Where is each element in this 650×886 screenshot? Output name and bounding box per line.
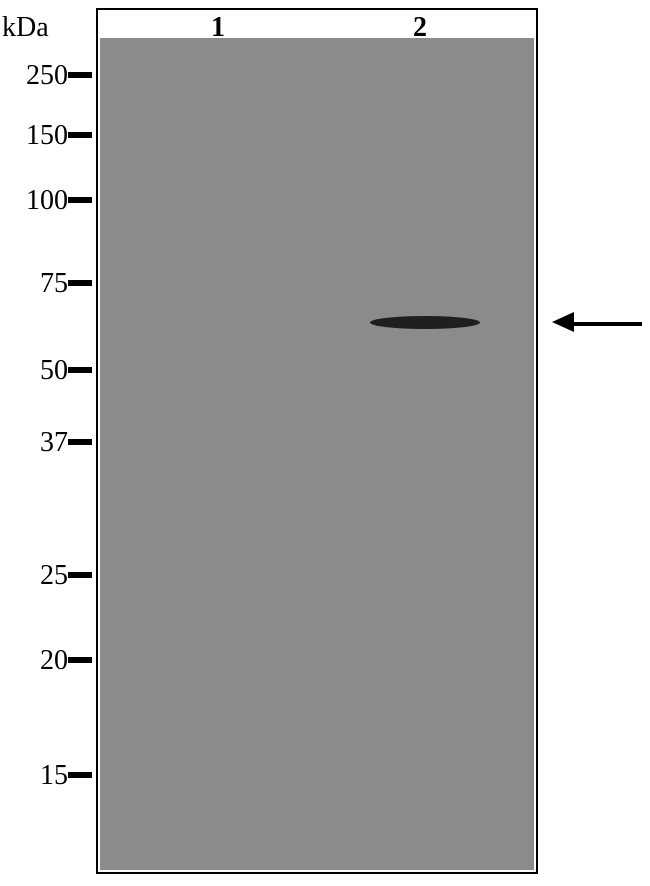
tick-mark-25 bbox=[68, 572, 92, 578]
tick-label-37: 37 bbox=[40, 427, 68, 459]
tick-mark-50 bbox=[68, 367, 92, 373]
band-arrow-head bbox=[552, 312, 574, 332]
tick-mark-37 bbox=[68, 439, 92, 445]
tick-label-15: 15 bbox=[40, 760, 68, 792]
blot-figure: kDa 1 2 250 150 100 75 50 37 25 20 15 bbox=[0, 0, 650, 886]
lane-label-2: 2 bbox=[413, 12, 427, 44]
band-arrow-shaft bbox=[570, 322, 642, 326]
axis-unit-label: kDa bbox=[2, 12, 49, 44]
tick-mark-15 bbox=[68, 772, 92, 778]
tick-label-150: 150 bbox=[26, 120, 68, 152]
arrow-head-polygon bbox=[552, 312, 574, 332]
tick-mark-150 bbox=[68, 132, 92, 138]
tick-label-100: 100 bbox=[26, 185, 68, 217]
tick-label-250: 250 bbox=[26, 60, 68, 92]
tick-label-20: 20 bbox=[40, 645, 68, 677]
lane-label-1: 1 bbox=[211, 12, 225, 44]
tick-mark-250 bbox=[68, 72, 92, 78]
blot-membrane bbox=[100, 38, 534, 870]
tick-mark-100 bbox=[68, 197, 92, 203]
tick-mark-75 bbox=[68, 280, 92, 286]
tick-mark-20 bbox=[68, 657, 92, 663]
tick-label-50: 50 bbox=[40, 355, 68, 387]
tick-label-75: 75 bbox=[40, 268, 68, 300]
protein-band-lane2 bbox=[370, 316, 480, 329]
tick-label-25: 25 bbox=[40, 560, 68, 592]
